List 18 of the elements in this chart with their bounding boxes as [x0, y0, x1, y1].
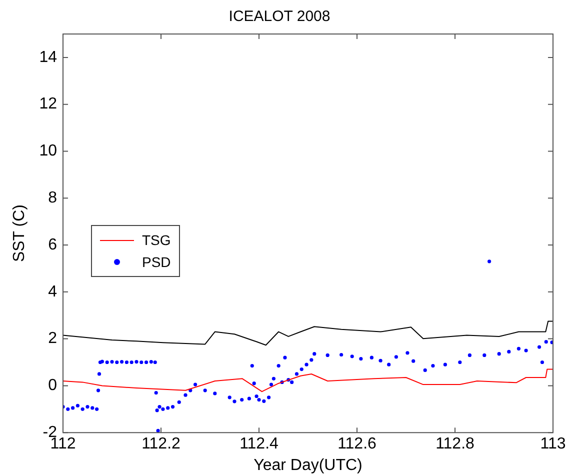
y-tick-label: 14 — [39, 48, 58, 66]
y-tick-label: 12 — [39, 96, 58, 113]
x-tick-label: 112.2 — [142, 436, 181, 453]
x-tick-label: 112.4 — [240, 436, 279, 453]
y-tick-label: 8 — [48, 190, 58, 207]
y-tick-label: 0 — [48, 377, 58, 394]
legend-label: TSG — [142, 232, 171, 248]
x-tick-label: 112.6 — [338, 436, 377, 453]
chart-title: ICEALOT 2008 — [228, 8, 330, 26]
y-tick-label: 4 — [48, 283, 58, 300]
legend-label: PSD — [142, 254, 171, 270]
y-tick-label: 2 — [48, 330, 58, 348]
y-tick-label: 6 — [48, 236, 58, 254]
x-axis-title: Year Day(UTC) — [254, 456, 362, 474]
x-tick-label: 112.8 — [436, 436, 475, 453]
y-tick-label: 10 — [39, 142, 58, 160]
x-tick-label: 113 — [540, 436, 566, 453]
y-axis-title: SST (C) — [11, 204, 28, 262]
